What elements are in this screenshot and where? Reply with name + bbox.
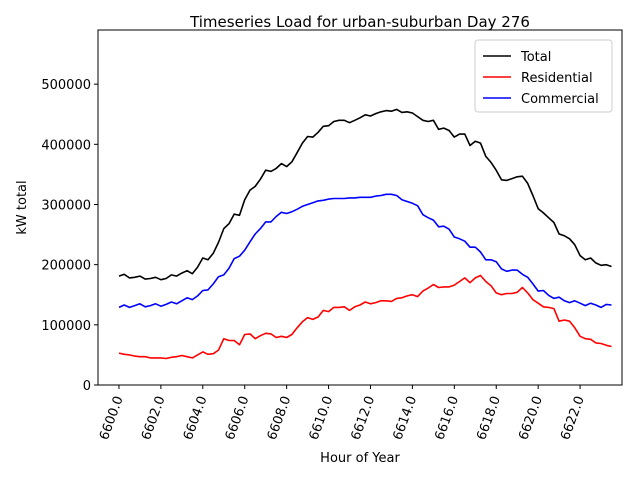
x-tick-label: 6612.0 [349, 394, 379, 442]
x-tick-label: 6616.0 [432, 394, 462, 442]
y-tick-label: 100000 [41, 319, 91, 334]
legend-label-total: Total [520, 50, 551, 65]
y-tick-label: 0 [83, 379, 91, 394]
x-tick-label: 6602.0 [139, 394, 169, 442]
legend-label-commercial: Commercial [521, 92, 599, 107]
x-tick-label: 6622.0 [558, 394, 588, 442]
plot-series-group [118, 108, 612, 360]
x-tick-label: 6620.0 [516, 394, 546, 442]
x-tick-label: 6610.0 [307, 394, 337, 442]
y-tick-label: 200000 [41, 259, 91, 274]
y-tick-label: 500000 [41, 78, 91, 93]
x-tick-label: 6606.0 [223, 394, 253, 442]
series-line-residential [118, 274, 612, 360]
y-axis-title: kW total [15, 180, 30, 234]
x-axis-ticks: 6600.0 6602.0 6604.0 6606.0 6608.0 6610.0 6612… [97, 385, 588, 442]
legend-box [474, 39, 613, 113]
x-axis-title: Hour of Year [320, 451, 400, 466]
legend-label-residential: Residential [521, 71, 593, 86]
x-tick-label: 6600.0 [97, 394, 127, 442]
y-tick-label: 400000 [41, 138, 91, 153]
y-tick-label: 300000 [41, 198, 91, 213]
chart-title: Timeseries Load for urban-suburban Day 2… [189, 13, 530, 31]
x-tick-label: 6608.0 [265, 394, 295, 442]
series-line-commercial [118, 193, 612, 309]
x-tick-label: 6618.0 [474, 394, 504, 442]
legend: Total Residential Commercial [474, 39, 613, 113]
series-line-total [118, 108, 612, 281]
x-tick-label: 6614.0 [391, 394, 421, 442]
y-axis-ticks: 0 100000 200000 300000 400000 500000 [41, 78, 98, 394]
x-tick-label: 6604.0 [181, 394, 211, 442]
axes-frame [97, 29, 623, 386]
